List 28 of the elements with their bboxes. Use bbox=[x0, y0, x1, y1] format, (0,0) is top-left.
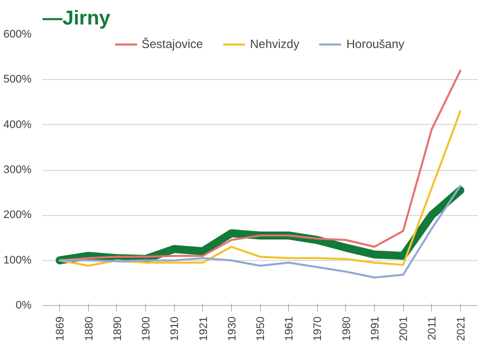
x-tick-label: 1950 bbox=[255, 316, 267, 341]
x-tick-label: 1900 bbox=[140, 316, 153, 341]
y-tick-label: 400% bbox=[3, 118, 32, 131]
x-tick-label: 2011 bbox=[426, 316, 439, 340]
x-tick-label: 1961 bbox=[284, 316, 296, 341]
x-tick-label: 1980 bbox=[340, 316, 353, 341]
x-tick-label: 1869 bbox=[54, 316, 67, 341]
y-tick-label: 300% bbox=[3, 164, 32, 176]
x-tick-label: 2001 bbox=[398, 316, 410, 341]
legend-label: Šestajovice bbox=[142, 37, 203, 51]
x-tick-label: 1930 bbox=[226, 316, 238, 341]
x-tick-label: 1991 bbox=[369, 316, 382, 341]
y-tick-label: 600% bbox=[3, 28, 32, 40]
legend-label: Horoušany bbox=[346, 37, 404, 51]
y-tick-label: 0% bbox=[16, 300, 32, 312]
y-tick-label: 200% bbox=[3, 209, 32, 222]
y-tick-label: 500% bbox=[3, 74, 32, 86]
x-tick-label: 1880 bbox=[83, 316, 96, 341]
x-tick-label: 2021 bbox=[455, 316, 468, 341]
chart-title: —Jirny bbox=[42, 8, 112, 30]
y-tick-label: 100% bbox=[3, 254, 32, 266]
line-series bbox=[58, 70, 462, 262]
x-tick-label: 1910 bbox=[169, 316, 182, 341]
x-tick-label: 1890 bbox=[112, 316, 124, 341]
line-series bbox=[58, 184, 462, 278]
x-tick-label: 1970 bbox=[312, 316, 324, 341]
x-tick-label: 1921 bbox=[198, 316, 210, 341]
legend-label: Nehvizdy bbox=[250, 37, 300, 51]
